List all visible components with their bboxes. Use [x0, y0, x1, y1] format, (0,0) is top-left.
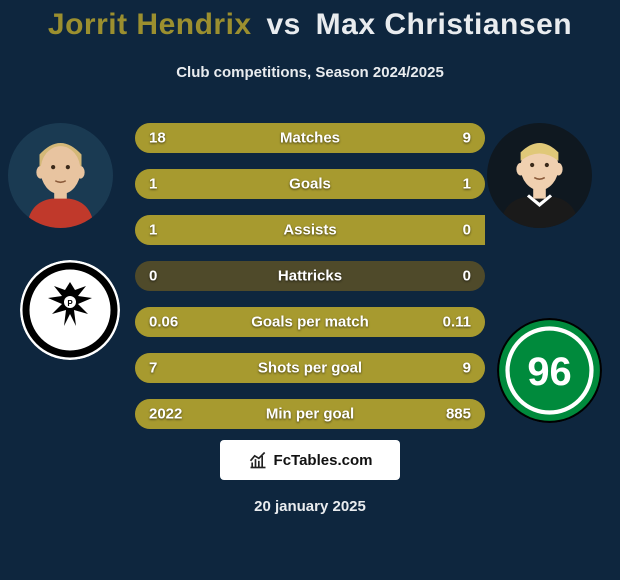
- player2-avatar: [487, 123, 592, 228]
- stat-bar-left: [135, 169, 310, 199]
- player1-name: Jorrit Hendrix: [48, 8, 252, 41]
- stat-value-right: 0: [463, 268, 471, 285]
- stat-row: 79Shots per goal: [135, 353, 485, 383]
- stat-value-right: 885: [446, 406, 471, 423]
- stat-value-right: 1: [463, 176, 471, 193]
- stat-value-left: 0: [149, 268, 157, 285]
- stat-value-left: 18: [149, 130, 166, 147]
- stat-value-left: 7: [149, 360, 157, 377]
- player1-club-crest: P: [20, 260, 120, 360]
- stat-value-right: 0.11: [443, 314, 471, 331]
- stat-bar-right: [310, 169, 485, 199]
- comparison-title: Jorrit Hendrix vs Max Christiansen: [0, 8, 620, 42]
- stat-value-left: 1: [149, 222, 157, 239]
- stat-bar-right: [288, 353, 485, 383]
- stat-bar-left: [135, 353, 288, 383]
- stat-bar-left: [135, 123, 368, 153]
- subtitle: Club competitions, Season 2024/2025: [0, 64, 620, 81]
- stat-value-left: 1: [149, 176, 157, 193]
- player1-avatar: [8, 123, 113, 228]
- stat-row: 2022885Min per goal: [135, 399, 485, 429]
- stat-value-right: 9: [463, 130, 471, 147]
- stat-value-right: 9: [463, 360, 471, 377]
- date-label: 20 january 2025: [0, 498, 620, 515]
- stat-value-right: 0: [463, 222, 471, 239]
- stat-value-left: 0.06: [149, 314, 178, 331]
- stat-value-left: 2022: [149, 406, 182, 423]
- brand-text: FcTables.com: [274, 452, 373, 469]
- stat-row: 0.060.11Goals per match: [135, 307, 485, 337]
- stat-bar-left: [135, 215, 485, 245]
- stat-row: 10Assists: [135, 215, 485, 245]
- stat-row: 189Matches: [135, 123, 485, 153]
- brand-chart-icon: [248, 450, 268, 470]
- stat-row: 0 0Hattricks: [135, 261, 485, 291]
- title-vs: vs: [266, 8, 300, 41]
- svg-text:96: 96: [527, 350, 571, 394]
- player2-name: Max Christiansen: [316, 8, 572, 41]
- svg-text:P: P: [67, 299, 73, 308]
- brand-badge: FcTables.com: [220, 440, 400, 480]
- player2-club-crest: 96: [497, 318, 602, 423]
- stat-row: 11Goals: [135, 169, 485, 199]
- stat-label: Hattricks: [135, 268, 485, 285]
